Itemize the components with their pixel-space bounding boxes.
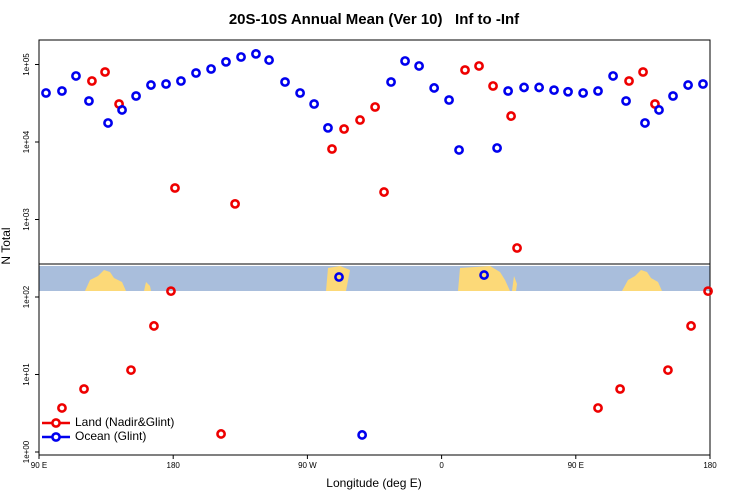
point bbox=[683, 80, 693, 90]
point bbox=[166, 286, 176, 297]
x-tick-label: 90 E bbox=[568, 461, 584, 470]
point bbox=[79, 384, 89, 394]
point bbox=[474, 61, 484, 71]
y-tick-label: 1e+05 bbox=[22, 53, 31, 76]
point bbox=[216, 429, 226, 439]
point bbox=[444, 95, 454, 105]
point bbox=[57, 86, 67, 96]
point bbox=[357, 430, 368, 440]
point bbox=[563, 86, 573, 97]
point bbox=[698, 79, 708, 89]
point bbox=[654, 105, 664, 115]
point bbox=[327, 144, 337, 154]
point bbox=[429, 83, 440, 93]
y-tick-label: 1e+03 bbox=[22, 208, 31, 231]
point bbox=[454, 145, 464, 155]
point bbox=[492, 143, 502, 153]
point bbox=[512, 243, 522, 253]
point bbox=[479, 270, 489, 280]
point bbox=[264, 55, 274, 65]
x-axis-label: Longitude (deg E) bbox=[326, 476, 421, 490]
x-tick-label: 180 bbox=[167, 461, 181, 470]
point bbox=[355, 115, 365, 125]
legend-marker bbox=[51, 418, 61, 428]
point bbox=[370, 102, 380, 112]
point bbox=[503, 86, 514, 96]
point bbox=[334, 272, 344, 282]
x-tick-label: 90 E bbox=[31, 461, 47, 470]
point bbox=[103, 118, 113, 128]
point bbox=[230, 198, 240, 209]
point bbox=[506, 111, 516, 121]
x-tick-label: 0 bbox=[439, 461, 444, 470]
point bbox=[339, 124, 349, 134]
point bbox=[280, 77, 290, 87]
y-tick-label: 1e+02 bbox=[22, 285, 31, 308]
point bbox=[379, 187, 389, 197]
point bbox=[191, 68, 201, 78]
x-tick-label: 180 bbox=[703, 461, 717, 470]
point bbox=[71, 71, 81, 81]
legend-marker bbox=[51, 432, 61, 442]
point bbox=[593, 403, 603, 413]
point bbox=[638, 67, 648, 77]
plot-frame bbox=[38, 39, 711, 456]
point bbox=[624, 76, 634, 86]
point bbox=[686, 321, 696, 331]
map-strip bbox=[39, 263, 710, 291]
point bbox=[578, 88, 589, 98]
legend-label: Ocean (Glint) bbox=[75, 429, 146, 443]
y-tick-label: 1e+00 bbox=[22, 440, 31, 463]
chart-title: 20S-10S Annual Mean (Ver 10) Inf to -Inf bbox=[229, 11, 520, 28]
point bbox=[161, 79, 171, 89]
point bbox=[621, 96, 631, 106]
point bbox=[400, 56, 410, 66]
point bbox=[206, 64, 216, 74]
point bbox=[176, 76, 186, 86]
point bbox=[593, 86, 603, 96]
point bbox=[414, 61, 424, 71]
point bbox=[131, 91, 141, 101]
point bbox=[100, 67, 110, 77]
x-tick-label: 90 W bbox=[298, 461, 317, 470]
point bbox=[84, 96, 94, 106]
point bbox=[534, 82, 545, 93]
point bbox=[309, 99, 320, 109]
legend-label: Land (Nadir&Glint) bbox=[75, 415, 174, 429]
point bbox=[87, 76, 97, 86]
y-tick-label: 1e+04 bbox=[22, 130, 31, 153]
point bbox=[221, 56, 231, 67]
point bbox=[386, 77, 396, 87]
point bbox=[608, 71, 618, 81]
point bbox=[668, 91, 678, 101]
point bbox=[703, 286, 713, 297]
point bbox=[57, 403, 67, 413]
point bbox=[323, 122, 333, 133]
point bbox=[126, 365, 136, 375]
y-axis-label: N Total bbox=[0, 227, 13, 264]
point bbox=[170, 183, 180, 193]
point bbox=[149, 321, 159, 331]
point bbox=[251, 48, 261, 59]
point bbox=[549, 85, 559, 96]
point bbox=[146, 80, 156, 90]
point bbox=[488, 81, 498, 91]
y-tick-label: 1e+01 bbox=[22, 363, 31, 386]
point bbox=[519, 82, 529, 93]
point bbox=[295, 88, 305, 98]
point bbox=[615, 384, 625, 394]
point bbox=[117, 105, 127, 115]
point bbox=[41, 88, 51, 98]
point bbox=[663, 365, 673, 375]
point bbox=[236, 52, 246, 62]
point bbox=[460, 65, 470, 75]
point bbox=[640, 118, 650, 128]
